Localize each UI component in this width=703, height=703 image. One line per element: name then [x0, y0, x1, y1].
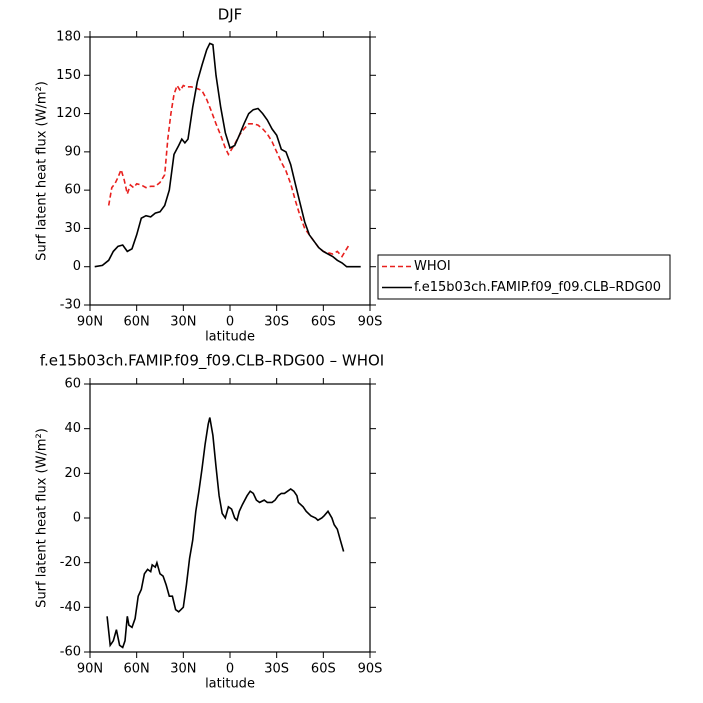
plot-frame	[89, 383, 371, 653]
x-tick-label: 60N	[124, 315, 150, 330]
chart-title: f.e15b03ch.FAMIP.f09_f09.CLB–RDG00 – WHO…	[40, 352, 384, 371]
y-tick-label: -60	[60, 645, 81, 660]
x-tick-label: 90S	[358, 662, 383, 677]
x-tick-label: 60S	[311, 662, 336, 677]
x-tick-label: 30S	[264, 315, 289, 330]
x-tick-label: 60N	[124, 662, 150, 677]
x-axis-label: latitude	[205, 330, 255, 345]
x-tick-label: 90S	[358, 315, 383, 330]
y-tick-label: 90	[64, 144, 81, 159]
data-line	[107, 83, 351, 258]
plot-frame	[89, 36, 371, 306]
y-axis-label: Surf latent heat flux (W/m²)	[35, 81, 50, 261]
legend-box	[377, 254, 671, 300]
x-tick-label: 30N	[170, 662, 196, 677]
x-tick-label: 30N	[170, 315, 196, 330]
y-tick-label: 20	[64, 466, 81, 481]
y-tick-label: 60	[64, 183, 81, 198]
y-tick-label: 180	[56, 30, 81, 45]
legend-label: WHOI	[414, 259, 451, 274]
y-tick-label: -30	[60, 298, 81, 313]
y-tick-label: 120	[56, 106, 81, 121]
chart-title: DJF	[218, 6, 243, 24]
x-tick-label: 0	[226, 315, 234, 330]
x-tick-label: 0	[226, 662, 234, 677]
y-tick-label: 60	[64, 377, 81, 392]
x-tick-label: 60S	[311, 315, 336, 330]
y-tick-label: 40	[64, 421, 81, 436]
x-tick-label: 90N	[77, 662, 103, 677]
x-axis-label: latitude	[205, 677, 255, 692]
y-tick-label: 0	[73, 511, 81, 526]
x-tick-label: 30S	[264, 662, 289, 677]
y-axis-label: Surf latent heat flux (W/m²)	[35, 428, 50, 608]
y-tick-label: 150	[56, 68, 81, 83]
y-tick-label: 0	[73, 259, 81, 274]
y-tick-label: -40	[60, 600, 81, 615]
y-tick-label: 30	[64, 221, 81, 236]
data-line	[94, 42, 361, 268]
data-line	[106, 417, 345, 649]
legend-label: f.e15b03ch.FAMIP.f09_f09.CLB–RDG00	[414, 280, 661, 295]
y-tick-label: -20	[60, 555, 81, 570]
x-tick-label: 90N	[77, 315, 103, 330]
